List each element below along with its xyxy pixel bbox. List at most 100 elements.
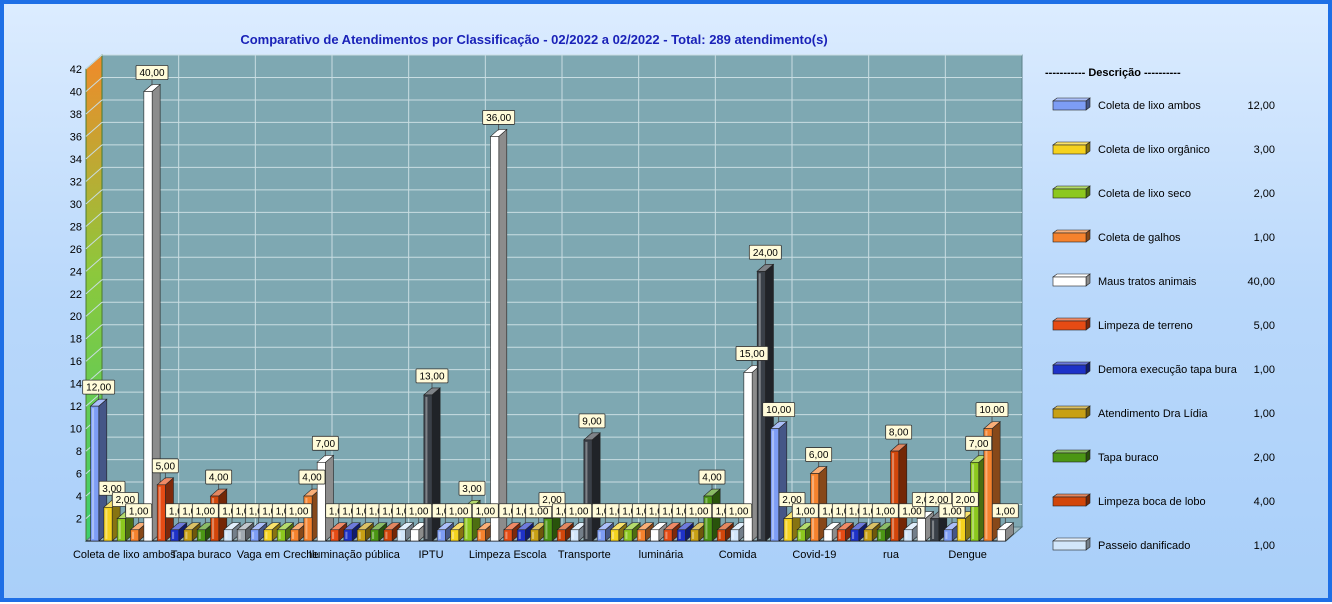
bar	[236, 522, 255, 542]
data-label: 4,00	[205, 469, 233, 491]
y-tick-label: 18	[70, 334, 82, 346]
svg-text:2,00: 2,00	[782, 495, 802, 506]
gridline-side	[85, 256, 103, 272]
gridline-side	[85, 234, 103, 250]
data-label: 5,00	[151, 458, 179, 479]
data-label: 40,00	[135, 65, 169, 86]
legend-item: Atendimento Dra Lídia 1,00	[1052, 405, 1275, 420]
data-label: 1,00	[791, 503, 819, 524]
data-label: 1,00	[445, 503, 473, 524]
legend-item: Coleta de lixo seco 2,00	[1052, 185, 1275, 200]
legend-swatch	[1052, 100, 1087, 111]
bar	[369, 522, 388, 542]
svg-text:1,00: 1,00	[569, 506, 589, 517]
chart-title: Comparativo de Atendimentos por Classifi…	[240, 32, 827, 47]
gridline-side	[85, 346, 103, 362]
svg-text:2,00: 2,00	[116, 495, 136, 506]
x-tick-label: Limpeza Escola	[469, 549, 548, 561]
y-tick-label: 38	[70, 109, 82, 121]
y-tick-label: 22	[70, 289, 82, 301]
legend-label: Atendimento Dra Lídia	[1098, 408, 1208, 420]
legend-value: 3,00	[1254, 144, 1275, 156]
data-label: 8,00	[885, 424, 913, 446]
svg-text:1,00: 1,00	[796, 506, 816, 517]
legend-swatch	[1052, 144, 1087, 155]
data-label: 1,00	[471, 503, 499, 524]
svg-text:2,00: 2,00	[542, 495, 562, 506]
legend-swatch	[1052, 540, 1087, 551]
data-label: 24,00	[748, 244, 782, 266]
bar	[263, 522, 281, 542]
bar	[623, 522, 641, 542]
bar	[596, 522, 615, 542]
data-label: 15,00	[735, 346, 769, 367]
data-label: 4,00	[298, 469, 326, 491]
legend-swatch	[1052, 188, 1087, 199]
y-tick-label: 42	[70, 64, 82, 76]
svg-text:4,00: 4,00	[702, 473, 722, 484]
legend-swatch	[1052, 276, 1087, 287]
svg-text:7,00: 7,00	[316, 439, 336, 450]
y-tick-label: 14	[70, 379, 82, 391]
legend-value: 1,00	[1254, 364, 1275, 376]
x-tick-label: Comida	[719, 549, 758, 561]
bar	[649, 522, 668, 542]
svg-text:4,00: 4,00	[302, 473, 322, 484]
data-label: 2,00	[951, 492, 979, 513]
bar	[836, 522, 855, 542]
bar	[223, 522, 241, 542]
gridline-side	[85, 77, 103, 92]
bar	[489, 128, 508, 542]
legend-value: 2,00	[1254, 188, 1275, 200]
legend-swatch	[1052, 232, 1087, 243]
legend-swatch	[1052, 364, 1087, 375]
bar	[556, 522, 575, 542]
x-tick-label: IPTU	[418, 549, 443, 561]
legend-value: 1,00	[1254, 408, 1275, 420]
data-label: 9,00	[578, 413, 606, 434]
svg-text:6,00: 6,00	[809, 450, 829, 461]
gridline-side	[85, 324, 103, 340]
data-label: 1,00	[991, 503, 1019, 524]
data-label: 36,00	[482, 110, 516, 131]
plot-area: 24681012141618202224262830323436384042Co…	[70, 53, 1024, 561]
y-tick-label: 24	[70, 266, 82, 278]
bar	[889, 443, 908, 542]
x-tick-label: Covid-19	[792, 549, 836, 561]
bar	[609, 522, 628, 542]
bar	[276, 522, 295, 542]
data-label: 6,00	[805, 447, 833, 468]
bar	[423, 387, 441, 542]
x-tick-label: Iluminação pública	[309, 549, 401, 561]
data-label: 1,00	[285, 503, 313, 524]
x-tick-label: Tapa buraco	[171, 549, 232, 561]
bar	[716, 522, 735, 542]
gridline-side	[85, 99, 103, 115]
bar	[823, 522, 841, 542]
y-tick-label: 20	[70, 311, 82, 323]
x-tick-label: Transporte	[558, 549, 611, 561]
legend-item: Limpeza boca de lobo 4,00	[1052, 493, 1275, 508]
legend-item: Coleta de galhos 1,00	[1052, 229, 1275, 244]
legend-label: Coleta de galhos	[1098, 232, 1181, 244]
data-label: 1,00	[725, 503, 753, 524]
data-label: 13,00	[415, 368, 449, 389]
data-label: 10,00	[762, 402, 796, 423]
data-label: 3,00	[458, 480, 486, 502]
y-tick-label: 12	[70, 401, 82, 413]
legend-item: Maus tratos animais 40,00	[1052, 273, 1275, 288]
svg-text:4,00: 4,00	[209, 473, 229, 484]
data-label: 7,00	[965, 435, 993, 457]
bar	[663, 522, 681, 542]
bar	[169, 522, 188, 542]
data-label: 10,00	[975, 402, 1009, 423]
gridline-side	[85, 144, 103, 160]
svg-text:1,00: 1,00	[449, 506, 469, 517]
svg-text:1,00: 1,00	[529, 506, 549, 517]
svg-text:1,00: 1,00	[996, 506, 1016, 517]
y-tick-label: 26	[70, 244, 82, 256]
legend-value: 1,00	[1254, 540, 1275, 552]
y-tick-label: 2	[76, 514, 82, 526]
gridline-side	[85, 122, 103, 137]
